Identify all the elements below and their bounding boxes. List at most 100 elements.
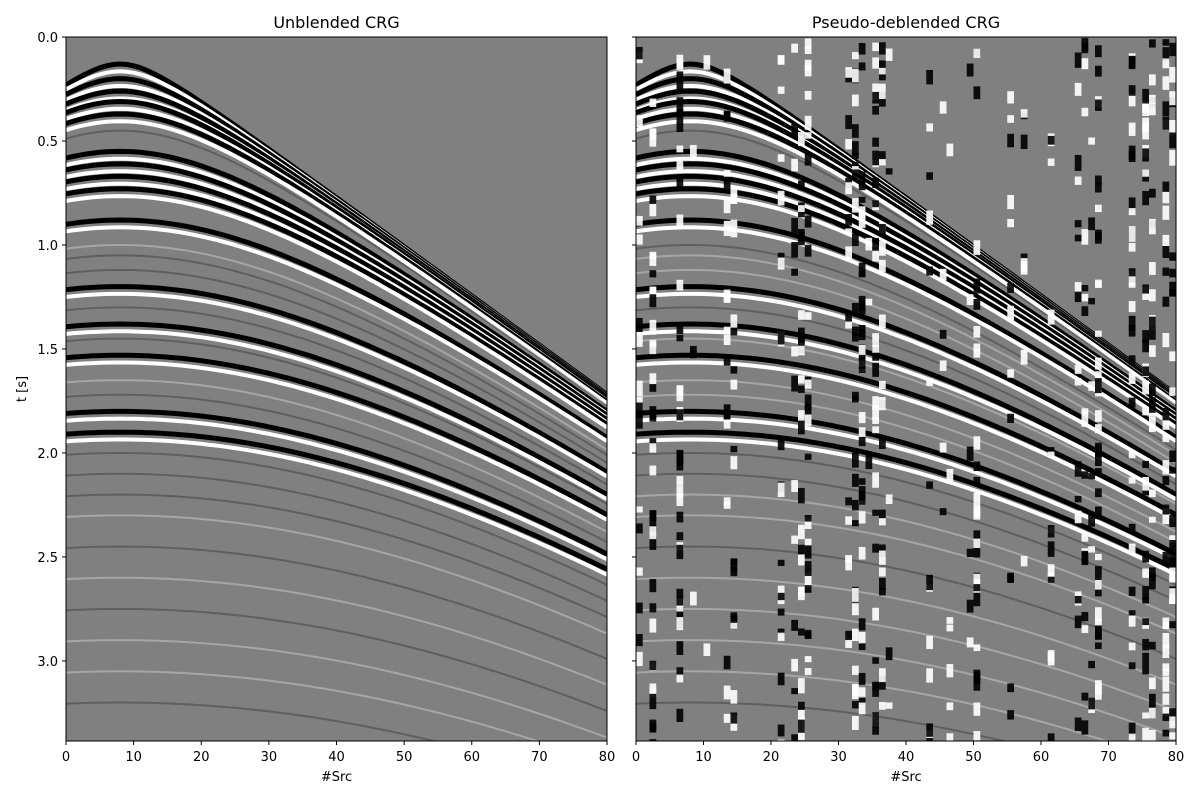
noise-block <box>926 737 933 741</box>
noise-block <box>1149 345 1156 357</box>
noise-block <box>879 259 886 273</box>
seismic-event <box>636 161 1176 418</box>
noise-block <box>1095 680 1102 695</box>
noise-block <box>649 270 657 278</box>
noise-block <box>946 733 954 741</box>
noise-block <box>777 632 785 641</box>
noise-block <box>1081 532 1089 542</box>
noise-block <box>798 310 805 320</box>
noise-block <box>1149 729 1156 741</box>
noise-block <box>858 62 866 71</box>
noise-block <box>730 456 738 470</box>
noise-block <box>858 366 866 373</box>
noise-block <box>858 672 866 685</box>
noise-block <box>1162 296 1170 307</box>
noise-block <box>1142 100 1149 117</box>
noise-block <box>649 526 657 540</box>
noise-block <box>723 685 731 700</box>
noise-block <box>1169 91 1176 106</box>
noise-block <box>1169 387 1176 396</box>
noise-block <box>723 419 731 429</box>
noise-block <box>636 506 643 513</box>
noise-block <box>885 702 893 709</box>
noise-block <box>649 618 657 633</box>
noise-block <box>879 240 886 256</box>
noise-block <box>1095 330 1102 337</box>
noise-block <box>1169 66 1176 83</box>
x-tick-label: 0 <box>62 750 70 765</box>
noise-block <box>649 535 657 550</box>
noise-block <box>966 446 974 461</box>
noise-block <box>1128 85 1136 96</box>
noise-block <box>730 314 738 328</box>
noise-block <box>636 414 643 429</box>
noise-block <box>1088 512 1095 527</box>
noise-block <box>939 329 947 339</box>
noise-block <box>723 110 731 122</box>
seismic-event <box>636 119 1176 405</box>
noise-block <box>879 380 886 390</box>
noise-block <box>730 712 738 724</box>
seismic-event <box>636 701 1008 741</box>
noise-block <box>649 98 657 108</box>
noise-block <box>973 669 981 684</box>
noise-block <box>1074 154 1082 171</box>
noise-block <box>858 295 866 311</box>
noise-block <box>1007 133 1014 148</box>
noise-block <box>973 325 981 338</box>
seismic-event <box>66 161 607 418</box>
noise-block <box>723 655 731 670</box>
seismic-event <box>66 545 607 660</box>
noise-block <box>798 205 805 213</box>
noise-block <box>791 535 798 544</box>
noise-block <box>791 268 798 276</box>
noise-block <box>1081 38 1089 54</box>
seismic-event <box>66 254 607 456</box>
noise-block <box>1088 217 1095 231</box>
noise-block <box>730 321 738 336</box>
noise-block <box>1088 297 1095 305</box>
seismic-event <box>66 284 607 475</box>
noise-block <box>858 180 866 191</box>
y-tick-label: 2.5 <box>37 551 58 566</box>
x-tick-label: 10 <box>695 750 712 765</box>
noise-block <box>1169 535 1176 543</box>
noise-block <box>777 608 785 616</box>
noise-block <box>649 739 657 741</box>
noise-block <box>1081 411 1089 427</box>
noise-block <box>1149 262 1156 275</box>
noise-block <box>973 507 981 520</box>
noise-block <box>1074 282 1082 293</box>
noise-block <box>1081 107 1089 117</box>
noise-block <box>1142 330 1149 343</box>
noise-block <box>1169 42 1176 57</box>
noise-block <box>1142 117 1149 133</box>
noise-block <box>723 177 731 191</box>
noise-block <box>858 687 866 697</box>
seismic-event <box>636 379 1176 533</box>
noise-block <box>804 90 812 100</box>
noise-block <box>973 349 981 358</box>
noise-block <box>676 323 684 335</box>
noise-block <box>865 298 873 306</box>
seismic-event <box>66 493 607 619</box>
x-tick-label: 70 <box>1100 750 1117 765</box>
noise-block <box>845 516 852 525</box>
noise-block <box>1095 445 1102 457</box>
noise-block <box>1169 621 1176 629</box>
noise-block <box>1095 229 1102 241</box>
noise-block <box>690 144 697 161</box>
noise-block <box>1081 58 1089 70</box>
noise-block <box>939 101 947 114</box>
noise-block <box>804 38 812 50</box>
noise-block <box>1074 717 1082 731</box>
noise-block <box>1007 369 1014 378</box>
noise-block <box>703 55 711 70</box>
noise-block <box>852 94 859 107</box>
noise-block <box>879 67 886 75</box>
noise-block <box>1047 564 1055 580</box>
noise-block <box>676 606 684 618</box>
noise-block <box>926 266 933 276</box>
noise-block <box>1047 733 1055 741</box>
noise-block <box>1128 208 1136 216</box>
